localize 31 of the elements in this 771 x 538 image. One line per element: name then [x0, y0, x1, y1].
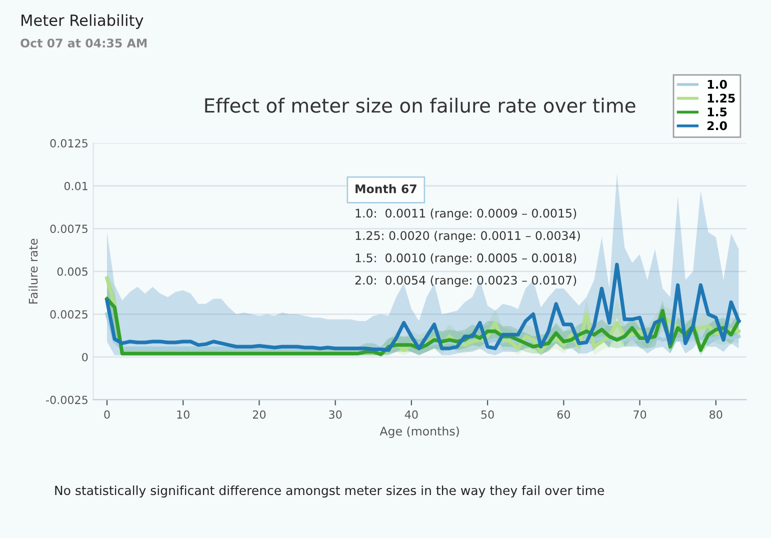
x-tick-label: 50 [481, 410, 494, 419]
x-tick-label: 20 [252, 410, 266, 419]
x-tick-label: 80 [710, 410, 722, 419]
annotation: 1.5: 0.0010 (range: 0.0005 – 0.0018) [356, 253, 576, 265]
legend-label: 1.25 [708, 94, 735, 103]
annotation: 2.0: 0.0054 (range: 0.0023 – 0.0107) [355, 276, 576, 287]
x-tick-label: 10 [177, 410, 190, 419]
x-axis-title: Age (months) [380, 426, 459, 438]
y-tick-label: 0.0025 [50, 310, 88, 319]
annotation: 1.25: 0.0020 (range: 0.0011 – 0.0034) [356, 230, 580, 242]
x-tick-label: 0 [104, 410, 110, 419]
annotation: Month 67 [356, 184, 416, 194]
chart-title: Effect of meter size on failure rate over time [205, 98, 636, 113]
y-tick-label: 0.0075 [50, 224, 88, 234]
text: No statistically significant difference amongst meter sizes in the way they fail over time [55, 485, 604, 498]
y-tick-label: 0 [82, 352, 88, 362]
x-tick-label: 70 [634, 410, 646, 419]
y-tick-label: 0.0125 [50, 139, 88, 148]
y-axis-title: Failure rate [28, 238, 38, 304]
x-tick-label: 60 [557, 410, 570, 419]
x-tick-label: 30 [329, 410, 342, 419]
legend-label: 1.5 [708, 108, 727, 116]
annotation: 1.0: 0.0011 (range: 0.0009 – 0.0015) [356, 208, 576, 220]
legend-label: 2.0 [708, 121, 727, 130]
y-tick-label: 0.005 [57, 267, 88, 276]
text: Oct 07 at 04:35 AM [20, 38, 147, 48]
y-tick-label: 0.01 [64, 182, 88, 190]
legend-label: 1.0 [708, 80, 727, 89]
x-tick-label: 40 [404, 410, 418, 419]
text: Meter Reliability [22, 14, 144, 29]
y-tick-label: -0.0025 [46, 396, 88, 404]
